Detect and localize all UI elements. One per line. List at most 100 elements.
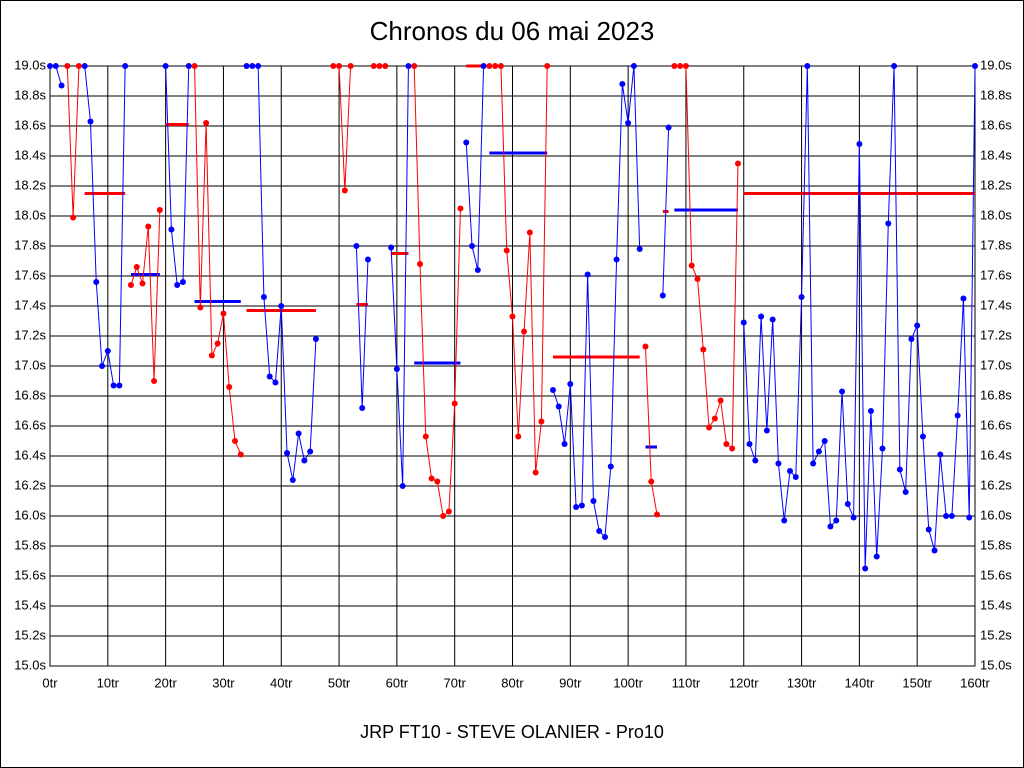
lap-point xyxy=(451,400,458,407)
lap-point xyxy=(787,468,793,474)
lap-point xyxy=(353,243,360,249)
lap-point xyxy=(798,294,805,300)
y-tick-label: 18.0s xyxy=(14,207,46,222)
y-tick-label: 18.8s xyxy=(14,87,46,102)
lap-point xyxy=(75,63,82,69)
lap-point xyxy=(237,451,244,458)
lap-point xyxy=(214,340,221,347)
lap-point xyxy=(885,220,892,227)
lap-point xyxy=(497,63,504,69)
lap-point xyxy=(856,141,863,147)
lap-line xyxy=(130,209,161,382)
x-tick-label: 0tr xyxy=(42,675,58,690)
x-tick-label: 100tr xyxy=(613,675,643,690)
y2-tick-label: 17.0s xyxy=(980,357,1012,372)
lap-point xyxy=(596,528,603,534)
x-tick-label: 150tr xyxy=(902,675,932,690)
y2-tick-label: 17.4s xyxy=(980,297,1012,312)
y-tick-label: 17.2s xyxy=(14,327,46,342)
lap-point xyxy=(862,565,869,572)
lap-point xyxy=(775,460,782,467)
x-tick-label: 80tr xyxy=(501,675,524,690)
lap-point xyxy=(480,63,487,69)
lap-point xyxy=(295,430,302,437)
lap-point xyxy=(243,63,250,69)
lap-point xyxy=(469,243,476,249)
lap-point xyxy=(388,244,395,251)
y2-tick-label: 18.8s xyxy=(980,87,1012,102)
lap-point xyxy=(972,63,978,69)
lap-point xyxy=(278,303,285,309)
x-tick-label: 20tr xyxy=(154,675,177,690)
y2-tick-label: 19.0s xyxy=(980,57,1012,72)
lap-point xyxy=(607,463,614,470)
lap-point xyxy=(630,63,637,69)
y2-tick-label: 16.4s xyxy=(980,447,1012,462)
lap-point xyxy=(330,63,337,69)
lap-point xyxy=(815,448,822,455)
y2-tick-label: 16.0s xyxy=(980,507,1012,522)
y-tick-label: 16.4s xyxy=(14,447,46,462)
lap-point xyxy=(549,387,556,393)
lap-point xyxy=(445,508,452,515)
lap-point xyxy=(694,276,701,282)
lap-point xyxy=(792,474,799,480)
x-tick-label: 160tr xyxy=(960,675,990,690)
y-tick-label: 18.2s xyxy=(14,177,46,192)
lap-line xyxy=(390,65,409,487)
lap-point xyxy=(52,63,59,69)
y2-tick-label: 16.8s xyxy=(980,387,1012,402)
lap-point xyxy=(463,139,470,146)
chart-title: Chronos du 06 mai 2023 xyxy=(370,16,655,46)
lap-point xyxy=(850,514,857,521)
lap-point xyxy=(879,445,886,452)
lap-point xyxy=(284,450,291,456)
lap-point xyxy=(833,517,840,524)
lap-point xyxy=(677,63,684,69)
lap-point xyxy=(393,366,400,372)
lap-point xyxy=(729,445,736,452)
y-tick-label: 16.0s xyxy=(14,507,46,522)
lap-point xyxy=(752,457,759,464)
lap-point xyxy=(573,504,580,510)
lap-point xyxy=(654,511,661,518)
lap-point xyxy=(174,282,181,288)
lap-point xyxy=(544,63,551,69)
y2-tick-label: 18.2s xyxy=(980,177,1012,192)
lap-point xyxy=(648,478,655,485)
y-tick-label: 15.4s xyxy=(14,597,46,612)
lap-point xyxy=(411,63,418,69)
lap-point xyxy=(440,513,447,519)
y2-tick-label: 17.2s xyxy=(980,327,1012,342)
lap-point xyxy=(688,262,695,269)
lap-point xyxy=(943,513,950,519)
lap-point xyxy=(139,280,146,287)
y2-tick-label: 15.4s xyxy=(980,597,1012,612)
y-tick-label: 15.0s xyxy=(14,657,46,672)
lap-point xyxy=(185,63,192,69)
lap-point xyxy=(359,405,366,411)
lap-point xyxy=(162,63,169,69)
lap-point xyxy=(867,408,874,414)
lap-point xyxy=(931,547,938,554)
lap-point xyxy=(364,256,371,263)
lap-point xyxy=(110,382,117,389)
lap-point xyxy=(208,352,215,359)
lap-point xyxy=(179,279,186,285)
y2-tick-label: 17.6s xyxy=(980,267,1012,282)
lap-point xyxy=(914,322,921,329)
lap-point xyxy=(659,292,666,299)
y-tick-label: 18.4s xyxy=(14,147,46,162)
lap-point xyxy=(891,63,898,69)
lap-point xyxy=(763,427,770,434)
lap-point xyxy=(307,448,314,455)
lap-point xyxy=(255,63,262,69)
y2-tick-label: 15.6s xyxy=(980,567,1012,582)
lap-point xyxy=(526,229,533,236)
y2-tick-label: 15.0s xyxy=(980,657,1012,672)
y2-tick-label: 16.2s xyxy=(980,477,1012,492)
lap-point xyxy=(682,63,689,69)
lap-point xyxy=(532,469,539,476)
lap-point xyxy=(399,483,406,489)
